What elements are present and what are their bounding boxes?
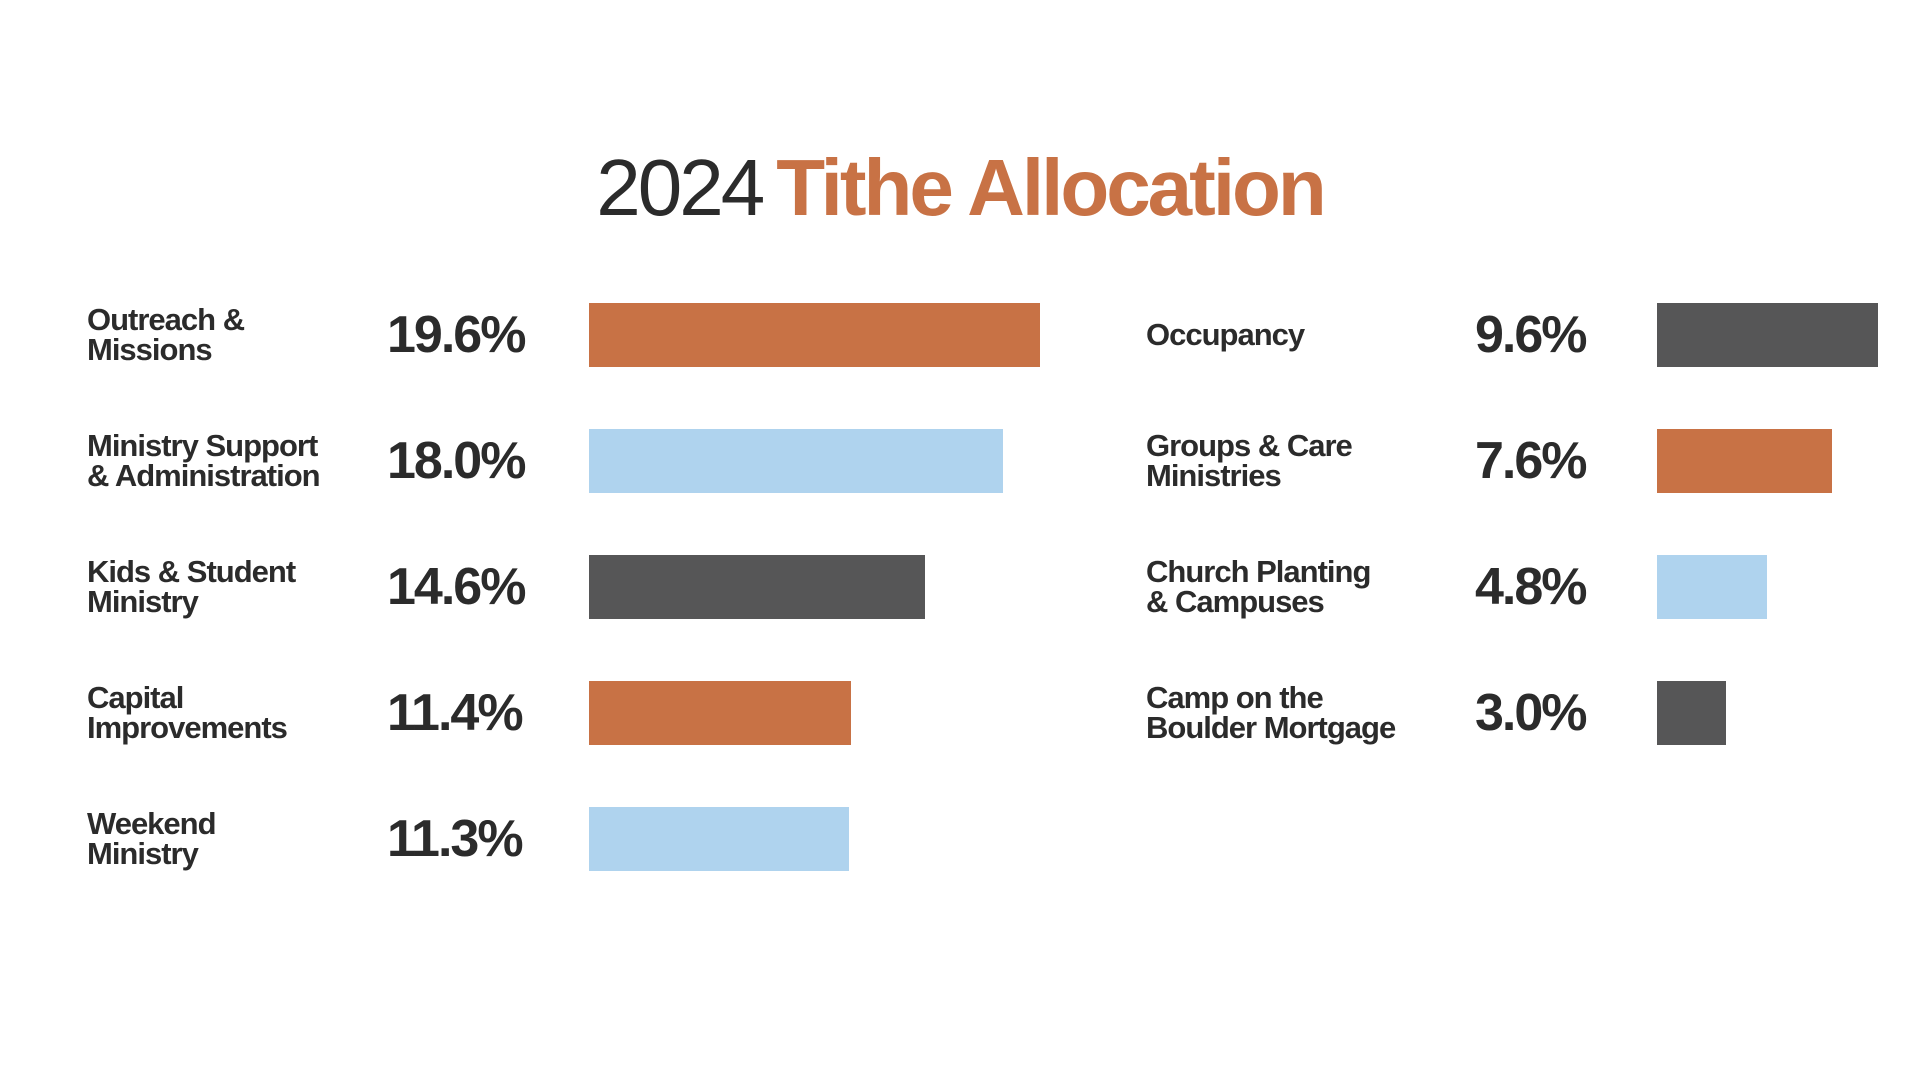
bar-row: Kids & Student Ministry 14.6% (87, 554, 925, 619)
bar-row: Ministry Support & Administration 18.0% (87, 428, 1003, 493)
category-label: Church Planting & Campuses (1146, 554, 1371, 619)
bar-row: Groups & Care Ministries 7.6% (1146, 429, 1920, 493)
percent-value: 14.6% (387, 558, 526, 616)
bar (589, 429, 1003, 493)
percent-value: 9.6% (1475, 306, 1588, 364)
percent-value: 4.8% (1475, 558, 1588, 616)
bar (589, 681, 851, 745)
category-label: Ministry Support & Administration (87, 428, 321, 493)
bar-row: Outreach & Missions 19.6% (87, 302, 1040, 367)
percent-value: 3.0% (1475, 684, 1588, 742)
bar (1657, 555, 1767, 619)
bar (589, 555, 925, 619)
percent-value: 18.0% (387, 432, 526, 490)
bar-row: Occupancy 9.6% (1146, 303, 1920, 367)
category-label: Groups & Care Ministries (1146, 428, 1353, 493)
title-main: Tithe Allocation (776, 143, 1327, 232)
bar-row: Capital Improvements 11.4% (87, 681, 887, 745)
bar-row: Camp on the Boulder Mortgage 3.0% (1146, 681, 1920, 745)
bar (1657, 303, 1878, 367)
category-label: Occupancy (1146, 317, 1305, 352)
title-year: 2024 (596, 143, 765, 232)
category-label: Capital Improvements (87, 680, 288, 745)
category-label: Kids & Student Ministry (87, 554, 296, 619)
bar (1657, 681, 1726, 745)
bar (589, 807, 849, 871)
bar (1657, 429, 1832, 493)
bar-row: Weekend Ministry 11.3% (87, 807, 887, 871)
bar-row: Church Planting & Campuses 4.8% (1146, 555, 1920, 619)
percent-value: 11.3% (387, 810, 524, 868)
category-label: Weekend Ministry (87, 806, 217, 871)
chart-title: 2024 Tithe Allocation (0, 140, 1920, 236)
percent-value: 11.4% (387, 684, 524, 742)
bar (589, 303, 1040, 367)
percent-value: 7.6% (1475, 432, 1588, 490)
category-label: Camp on the Boulder Mortgage (1146, 680, 1396, 745)
percent-value: 19.6% (387, 306, 526, 364)
category-label: Outreach & Missions (87, 302, 245, 367)
